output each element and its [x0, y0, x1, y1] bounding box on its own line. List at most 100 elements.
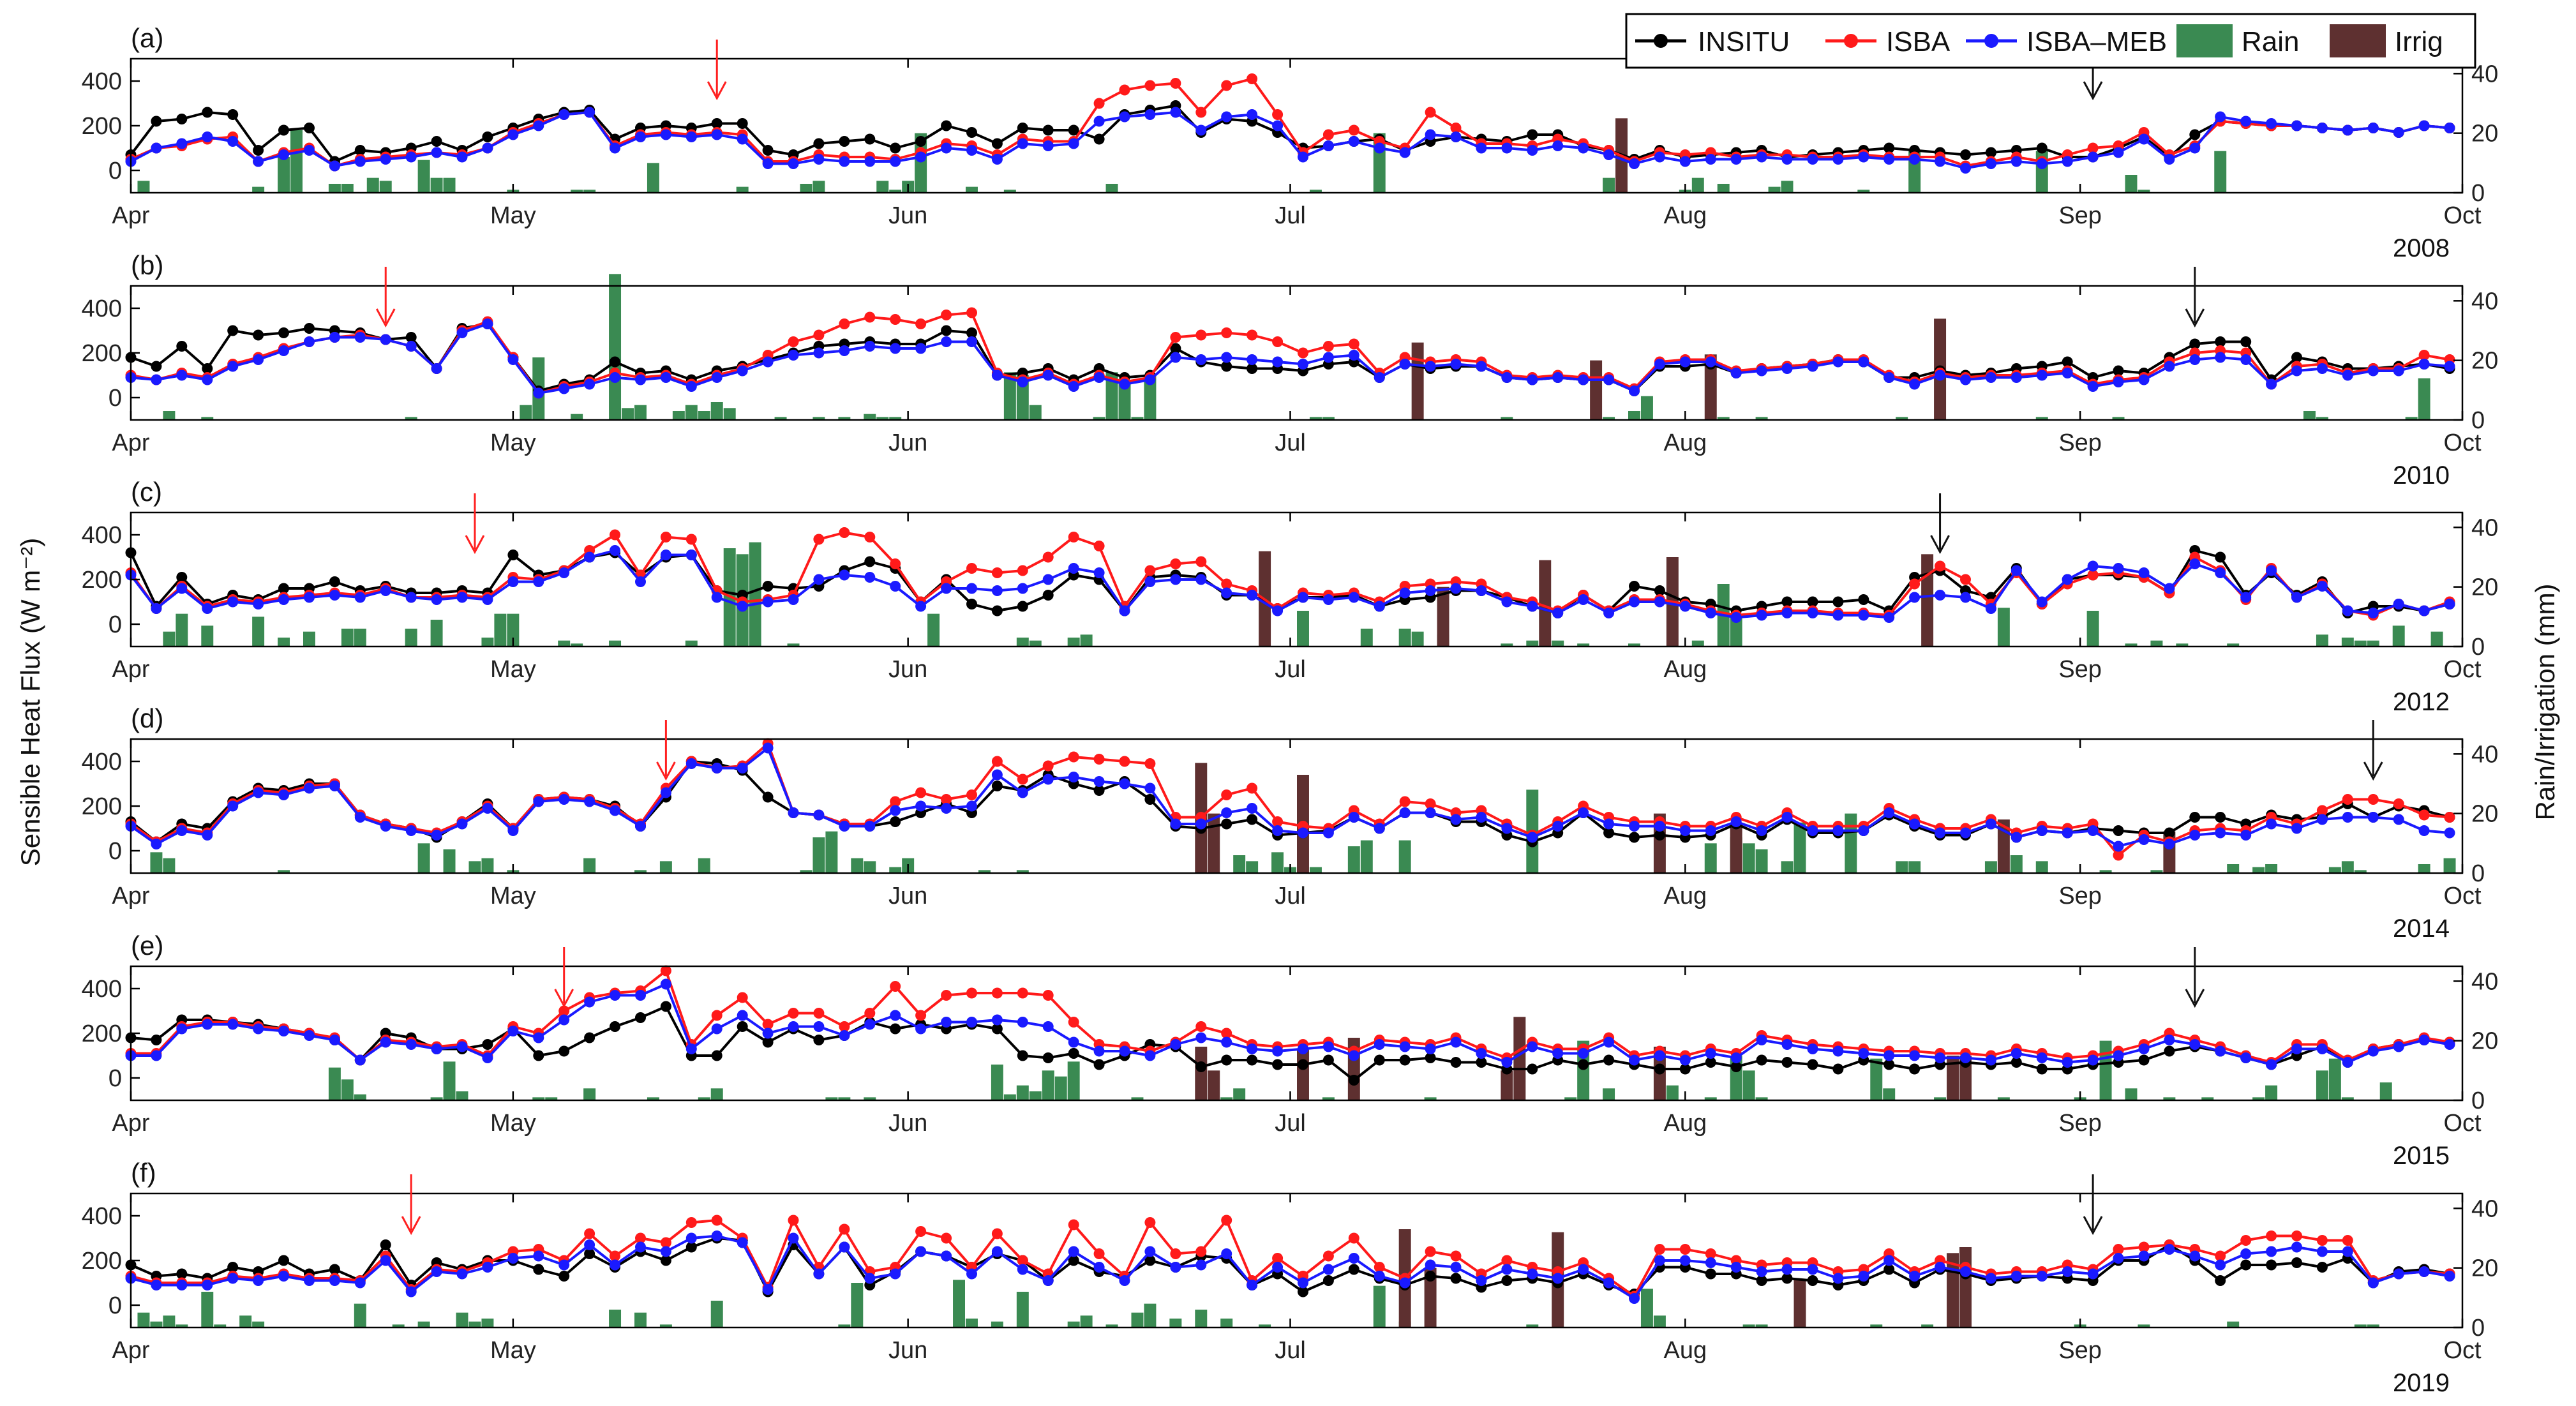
legend-label-insitu: INSITU — [1698, 26, 1790, 57]
rain-bar — [2430, 631, 2443, 647]
isba_meb-point — [966, 145, 977, 156]
y2-tick-label: 40 — [2471, 288, 2498, 315]
isba_meb-point — [685, 131, 697, 142]
isba-point — [1960, 574, 1971, 585]
isba-point — [1425, 107, 1436, 118]
rain-bar — [150, 852, 163, 873]
rain-bar — [2392, 625, 2405, 647]
isba_meb-point — [864, 156, 876, 167]
rain-bar — [2252, 1097, 2265, 1100]
rain-bar — [468, 1321, 481, 1327]
rain-bar — [710, 1301, 723, 1327]
isba_meb-point — [2316, 581, 2328, 592]
isba_meb-point — [1705, 1048, 1716, 1059]
y-tick-label: 400 — [82, 522, 122, 549]
isba_meb-point — [1603, 1277, 1615, 1289]
black-arrow-head — [2083, 1216, 2103, 1236]
isba_meb-point — [2444, 827, 2455, 839]
isba_meb-point — [2316, 814, 2328, 825]
isba-point — [1450, 1250, 1462, 1262]
x-tick-label: Jun — [888, 883, 927, 909]
insitu-point — [1654, 585, 1665, 596]
isba-point — [813, 1008, 825, 1019]
isba-line — [130, 742, 2450, 856]
rain-bar — [609, 274, 622, 420]
rain-bar — [392, 1324, 405, 1327]
isba-point — [1247, 782, 1258, 794]
rain-bar — [443, 1061, 456, 1100]
isba_meb-point — [890, 805, 901, 816]
isba-point — [1322, 1250, 1334, 1262]
y2-tick-label: 40 — [2471, 968, 2498, 995]
rain-bar — [634, 870, 647, 873]
plot-frame — [130, 57, 2464, 194]
rain-bar — [1360, 629, 1373, 647]
isba-point — [864, 311, 876, 323]
isba_meb-point — [762, 158, 774, 169]
rain-bar — [710, 402, 723, 420]
isba_meb-point — [2036, 825, 2048, 836]
insitu-point — [227, 1262, 239, 1273]
rain-bar — [1398, 840, 1411, 873]
insitu-point — [278, 583, 289, 594]
isba_meb-point — [1883, 372, 1895, 383]
insitu-point — [610, 1021, 620, 1032]
insitu-point — [1068, 124, 1079, 136]
isba_meb-point — [202, 830, 213, 841]
isba_meb-point — [1883, 154, 1895, 165]
isba_meb-point — [1144, 782, 1156, 794]
insitu-point — [278, 327, 289, 338]
isba-point — [1144, 80, 1156, 91]
insitu-point — [1017, 601, 1028, 612]
isba_meb-point — [762, 1284, 774, 1295]
insitu-point — [890, 1023, 901, 1035]
insitu-point — [1527, 1063, 1538, 1075]
isba_meb-point — [507, 825, 519, 836]
isba-point — [991, 567, 1003, 578]
x-tick-label: Apr — [112, 202, 149, 229]
isba_meb-point — [2062, 1057, 2073, 1068]
panel-1: 0 200 400 0 20 40 Apr May Jun Jul Aug Sep Oct (b) 2010 — [82, 250, 2499, 490]
isba_meb-point — [1807, 1043, 1818, 1054]
isba_meb-point — [813, 1268, 825, 1280]
isba_meb-point — [1450, 814, 1462, 825]
isba_meb-point — [558, 109, 570, 120]
isba-point — [1501, 1255, 1513, 1266]
isba_meb-point — [380, 1255, 391, 1266]
x-tick-label: Jun — [888, 656, 927, 683]
isba_meb-point — [2011, 1048, 2022, 1059]
isba_meb-point — [2367, 123, 2379, 133]
rain-bar — [1029, 640, 1042, 647]
isba_meb-point — [1170, 574, 1181, 585]
isba-point — [1068, 1017, 1079, 1028]
insitu-point — [610, 356, 620, 368]
insitu-point — [1348, 1264, 1359, 1275]
isba-point — [966, 789, 977, 800]
isba_meb-point — [1450, 131, 1462, 142]
isba_meb-point — [1399, 807, 1411, 818]
rain-bar — [698, 858, 710, 873]
rain-bar — [558, 640, 571, 647]
rain-bar — [2163, 1097, 2176, 1100]
isba_meb-point — [2087, 151, 2099, 163]
rain-bar — [1628, 643, 1640, 647]
isba_meb-point — [533, 387, 544, 399]
isba_meb-point — [1654, 1255, 1665, 1266]
isba_meb-point — [890, 1268, 901, 1280]
isba_meb-point — [176, 1023, 188, 1035]
rain-bar — [252, 1321, 265, 1327]
isba_meb-point — [558, 567, 570, 578]
rain-bar — [2265, 864, 2278, 873]
isba_meb-point — [2138, 567, 2150, 578]
isba_meb-point — [1960, 1266, 1971, 1277]
isba_meb-point — [1298, 359, 1308, 370]
isba_meb-point — [1144, 109, 1156, 120]
isba-point — [813, 329, 825, 341]
isba_meb-point — [1578, 142, 1589, 154]
isba_meb-point — [405, 151, 417, 163]
isba_meb-point — [1119, 1045, 1130, 1057]
isba_meb-point — [584, 1239, 595, 1250]
isba-point — [762, 1019, 774, 1030]
isba-point — [941, 990, 952, 1001]
